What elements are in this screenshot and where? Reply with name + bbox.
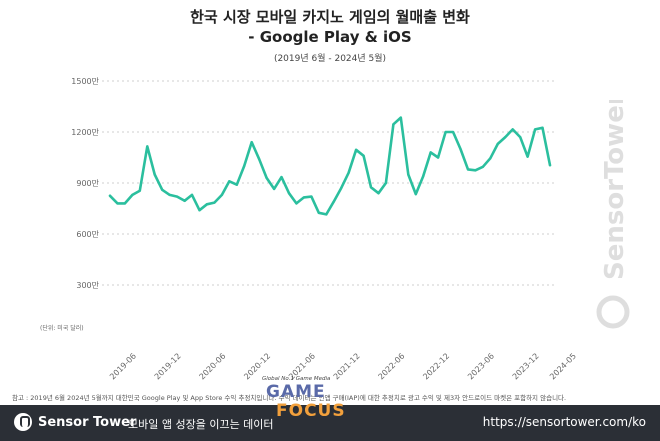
data-point	[153, 173, 156, 176]
x-tick-label: 2023-12	[511, 351, 541, 381]
data-point	[176, 195, 179, 198]
y-tick-label: 1500만	[71, 77, 99, 86]
data-point	[511, 128, 514, 131]
x-tick-label: 2019-06	[108, 351, 138, 381]
data-point	[437, 156, 440, 159]
grid	[102, 80, 556, 286]
data-point	[451, 130, 455, 134]
unit-label: (단위: 미국 달러)	[40, 324, 84, 332]
data-point	[205, 203, 209, 206]
data-point	[250, 141, 253, 144]
data-point	[489, 157, 492, 160]
data-point	[332, 200, 335, 203]
y-axis: 300만 600만 900만 1200만 1500만	[71, 77, 99, 290]
data-point	[272, 187, 276, 191]
data-point	[347, 171, 350, 174]
tagline: 모바일 앱 성장을 이끄는 데이터	[128, 418, 274, 431]
logo-text: Sensor Tower	[38, 414, 137, 430]
data-point	[429, 151, 432, 154]
revenue-line	[108, 116, 552, 216]
data-point	[519, 136, 522, 139]
data-point	[444, 130, 447, 134]
chart-title: 한국 시장 모바일 카지노 게임의 월매출 변화	[190, 8, 470, 26]
footnote: 참고 : 2019년 6월 2024년 5월까지 대한민국 Google Pla…	[12, 394, 567, 402]
chart-subtitle: (2019년 6월 - 2024년 5월)	[273, 54, 387, 64]
svg-text:SensorTower: SensorTower	[600, 100, 630, 280]
data-point	[183, 199, 186, 202]
sensortower-logo: Sensor Tower	[14, 413, 136, 431]
data-point	[384, 181, 388, 185]
footer-bar: Sensor Tower 모바일 앱 성장을 이끄는 데이터 https://s…	[0, 405, 660, 441]
y-tick-label: 900만	[76, 179, 99, 188]
data-point	[504, 136, 507, 139]
data-point	[243, 164, 246, 168]
chart-title-line2: - Google Play & iOS	[248, 28, 412, 46]
y-tick-label: 600만	[76, 230, 99, 239]
data-point	[302, 196, 305, 199]
data-point	[168, 193, 171, 196]
x-tick-label: 2022-06	[377, 351, 407, 381]
data-points	[108, 116, 552, 216]
x-tick-label: 2022-12	[421, 351, 451, 381]
line-chart: 300만 600만 900만 1200만 1500만 2019-06 2019-12 202…	[40, 77, 578, 381]
sensortower-logo-icon	[14, 413, 32, 431]
data-point	[265, 176, 268, 179]
data-point	[131, 193, 134, 196]
data-point	[138, 189, 141, 192]
data-point	[317, 211, 320, 214]
data-point	[198, 209, 201, 212]
y-tick-label: 300만	[76, 281, 99, 290]
sensortower-watermark: SensorTower	[596, 100, 630, 329]
x-tick-label: 2024-05	[548, 351, 578, 381]
data-point	[541, 126, 544, 129]
data-point	[459, 147, 462, 151]
data-point	[161, 188, 164, 191]
website-link[interactable]: https://sensortower.com/ko	[482, 415, 646, 429]
data-point	[355, 148, 358, 151]
data-point	[123, 202, 127, 205]
data-point	[362, 154, 365, 157]
data-point	[340, 187, 343, 190]
data-point	[414, 192, 417, 196]
data-point	[213, 201, 216, 204]
data-point	[399, 116, 402, 119]
data-point	[295, 202, 298, 205]
data-point	[369, 186, 373, 189]
data-point	[407, 173, 410, 176]
data-point	[481, 165, 484, 168]
x-tick-label: 2019-12	[153, 351, 183, 381]
data-point	[146, 145, 149, 148]
data-point	[228, 180, 231, 183]
data-point	[258, 158, 261, 161]
data-point	[190, 193, 194, 196]
data-point	[116, 202, 119, 205]
data-point	[235, 183, 238, 186]
data-point	[220, 193, 223, 196]
x-tick-label: 2023-06	[466, 351, 496, 381]
gamefocus-logo: Global No.1 Game Media GAME FOCUS	[262, 376, 346, 421]
data-point	[310, 195, 313, 198]
data-point	[422, 175, 425, 178]
data-point	[108, 194, 112, 197]
data-point	[466, 168, 470, 171]
data-point	[280, 175, 283, 179]
x-tick-label: 2020-06	[198, 351, 228, 381]
data-point	[377, 192, 380, 195]
y-tick-label: 1200만	[71, 128, 99, 137]
data-point	[533, 128, 537, 131]
data-point	[287, 192, 291, 195]
data-point	[392, 123, 395, 126]
data-point	[496, 142, 499, 145]
data-point	[526, 155, 529, 158]
data-point	[548, 164, 552, 167]
data-point	[325, 213, 328, 216]
data-point	[474, 169, 477, 172]
